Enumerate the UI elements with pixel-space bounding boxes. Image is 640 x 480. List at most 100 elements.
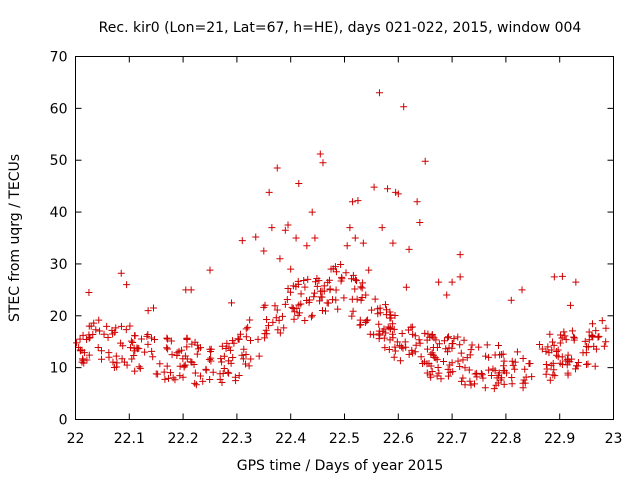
- data-point: [550, 341, 558, 349]
- data-point: [477, 370, 485, 378]
- data-point: [290, 315, 298, 323]
- data-point: [216, 370, 224, 378]
- data-point: [396, 357, 404, 365]
- data-point: [294, 280, 302, 288]
- data-point: [427, 362, 435, 370]
- data-point: [467, 346, 475, 354]
- data-point: [444, 372, 452, 380]
- data-point: [407, 323, 415, 331]
- data-point: [235, 335, 243, 343]
- y-tick-label: 0: [59, 413, 68, 429]
- data-point: [300, 276, 308, 284]
- data-point: [412, 341, 420, 349]
- chart-title: Rec. kir0 (Lon=21, Lat=67, h=HE), days 0…: [99, 20, 582, 36]
- data-point: [275, 316, 283, 324]
- data-point: [485, 366, 493, 374]
- data-point: [144, 307, 152, 315]
- data-point: [206, 375, 214, 383]
- data-point: [311, 234, 319, 242]
- data-point: [592, 345, 600, 353]
- data-point: [456, 363, 464, 371]
- data-point: [190, 360, 198, 368]
- data-point: [579, 349, 587, 357]
- data-point: [428, 332, 436, 340]
- data-point: [368, 306, 376, 314]
- data-point: [347, 275, 355, 283]
- data-point: [308, 311, 316, 319]
- data-point: [176, 372, 184, 380]
- data-point: [202, 365, 210, 373]
- data-point: [416, 218, 424, 226]
- data-point: [78, 346, 86, 354]
- data-point: [76, 335, 84, 343]
- data-points: [73, 89, 610, 393]
- data-point: [378, 224, 386, 232]
- data-point: [518, 286, 526, 294]
- y-tick-label: 20: [50, 309, 68, 325]
- data-point: [495, 369, 503, 377]
- data-point: [164, 345, 172, 353]
- y-tick-label: 40: [50, 205, 68, 221]
- data-point: [104, 334, 112, 342]
- data-point: [482, 352, 490, 360]
- data-point: [245, 362, 253, 370]
- data-point: [478, 371, 486, 379]
- data-point: [98, 355, 106, 363]
- data-point: [242, 350, 250, 358]
- data-point: [265, 322, 273, 330]
- y-axis-label: STEC from uqrg / TECUs: [7, 154, 23, 322]
- data-point: [598, 317, 606, 325]
- data-point: [508, 357, 516, 365]
- data-point: [428, 349, 436, 357]
- data-point: [180, 362, 188, 370]
- data-point: [371, 295, 379, 303]
- data-point: [456, 251, 464, 259]
- data-point: [434, 363, 442, 371]
- data-point: [357, 283, 365, 291]
- data-point: [429, 344, 437, 352]
- data-point: [525, 360, 533, 368]
- data-point: [273, 164, 281, 172]
- data-point: [583, 360, 591, 368]
- data-point: [109, 358, 117, 366]
- data-point: [343, 242, 351, 250]
- data-point: [376, 331, 384, 339]
- data-point: [490, 385, 498, 393]
- data-point: [292, 234, 300, 242]
- data-point: [289, 282, 297, 290]
- data-point: [181, 352, 189, 360]
- data-point: [585, 328, 593, 336]
- data-point: [261, 334, 269, 342]
- data-point: [228, 299, 236, 307]
- data-point: [269, 318, 277, 326]
- data-point: [437, 375, 445, 383]
- data-point: [87, 322, 95, 330]
- data-point: [193, 350, 201, 358]
- data-point: [105, 353, 113, 361]
- data-point: [471, 380, 478, 388]
- data-point: [543, 365, 551, 373]
- data-point: [481, 384, 489, 392]
- data-point: [281, 226, 289, 234]
- data-point: [374, 310, 382, 318]
- data-point: [134, 345, 142, 353]
- data-point: [301, 283, 309, 291]
- data-point: [226, 346, 234, 354]
- data-point: [164, 374, 172, 382]
- data-point: [220, 352, 228, 360]
- data-point: [288, 303, 296, 311]
- data-point: [291, 308, 299, 316]
- data-point: [168, 351, 176, 359]
- data-point: [351, 276, 359, 284]
- data-point: [549, 338, 557, 346]
- data-point: [268, 224, 276, 232]
- data-point: [85, 288, 93, 296]
- data-point: [448, 344, 456, 352]
- data-point: [495, 341, 503, 349]
- data-point: [416, 339, 424, 347]
- data-point: [163, 334, 171, 342]
- data-point: [415, 336, 423, 344]
- data-point: [97, 347, 105, 355]
- data-point: [187, 286, 195, 294]
- x-tick-label: 22.9: [544, 431, 575, 447]
